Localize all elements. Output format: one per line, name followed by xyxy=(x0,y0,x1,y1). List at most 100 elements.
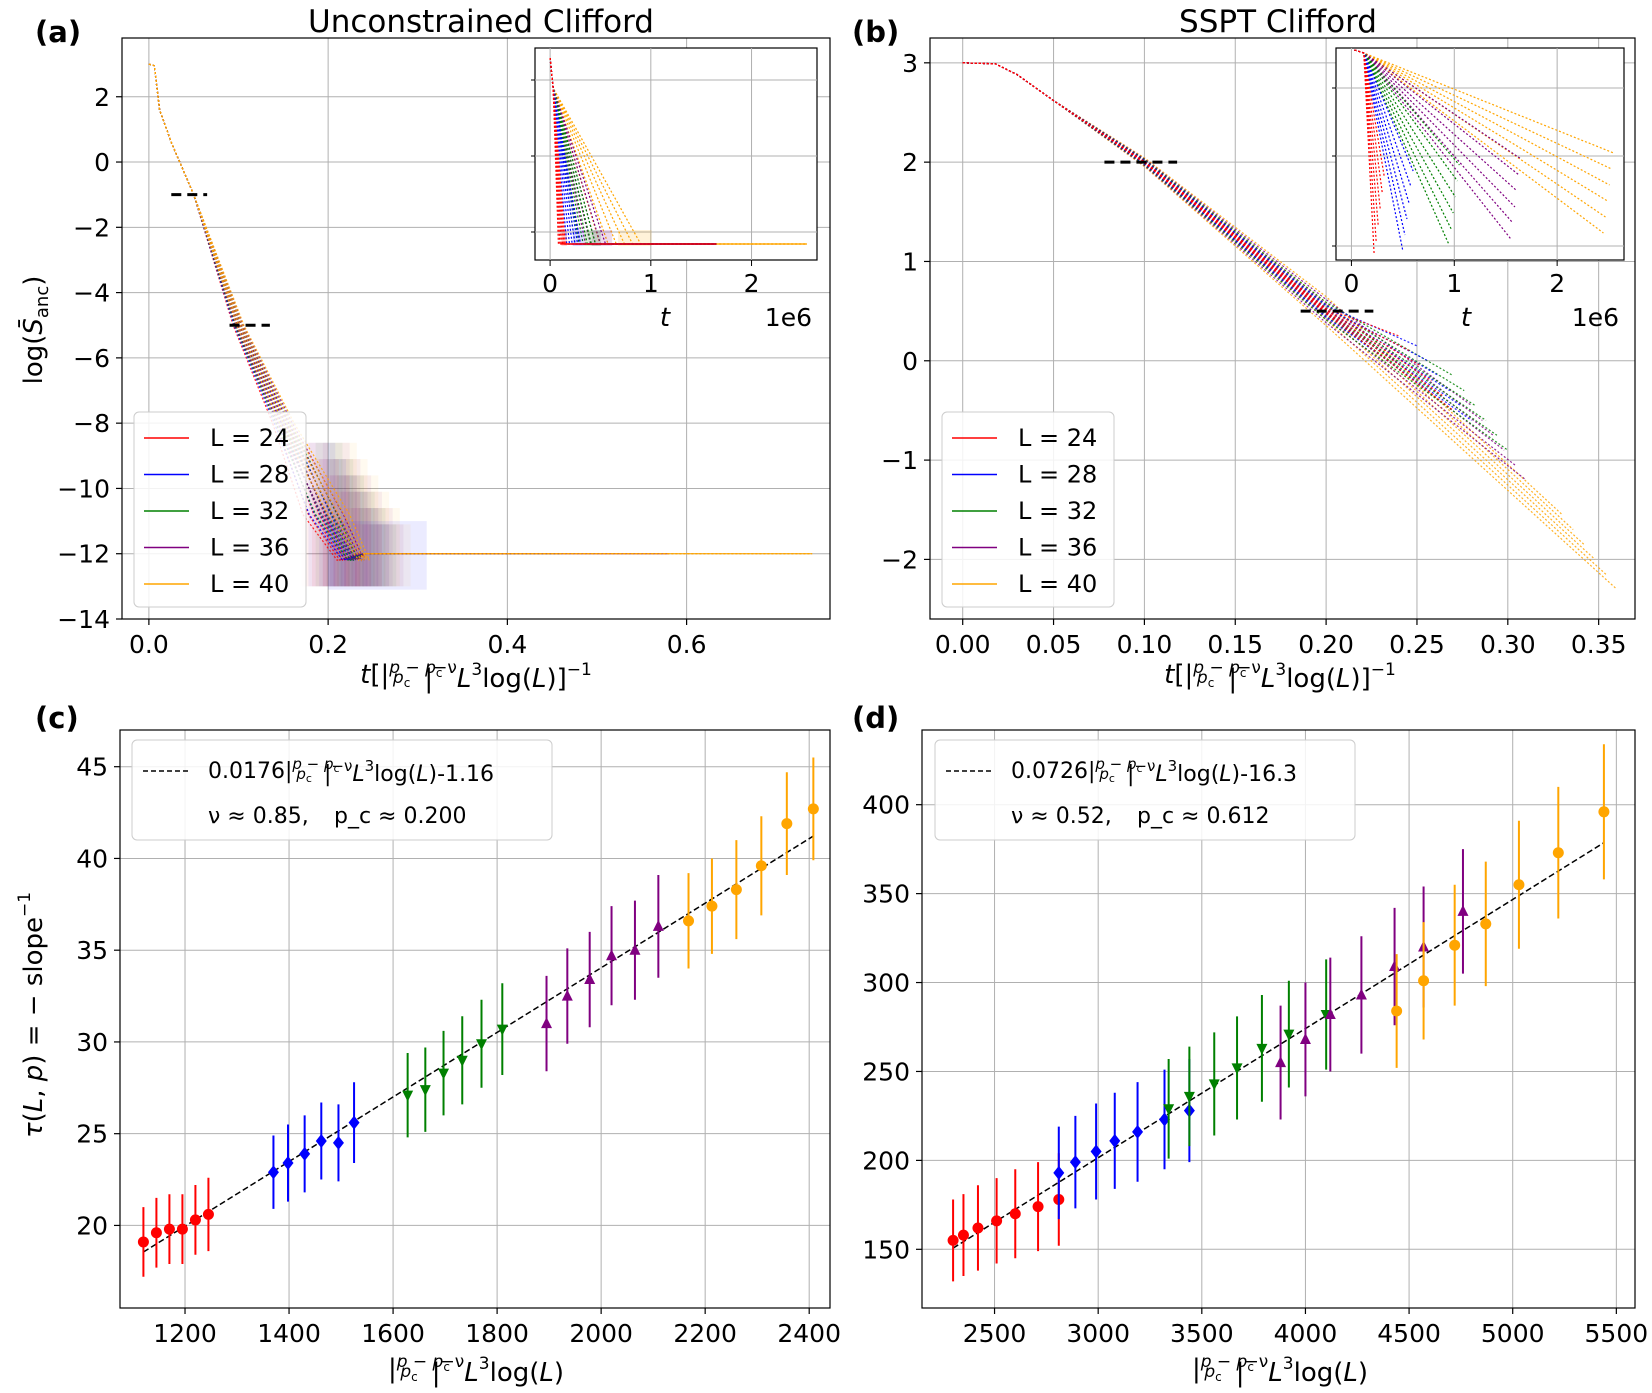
data-point xyxy=(1163,1104,1175,1116)
inset-exponent: 1e6 xyxy=(1572,303,1619,332)
x-tick-label: 3000 xyxy=(1066,1319,1130,1348)
legend-label: L = 36 xyxy=(210,534,289,562)
series-curve xyxy=(148,63,669,561)
y-tick-label: 300 xyxy=(862,969,910,998)
y-tick-label: −1 xyxy=(881,446,918,475)
x-tick-label: 0.6 xyxy=(667,630,707,659)
data-point xyxy=(150,1227,162,1239)
data-point xyxy=(282,1156,294,1171)
panel-label-d: (d) xyxy=(852,701,899,735)
inset-tick-label: 0 xyxy=(1343,269,1359,298)
data-point xyxy=(561,989,573,1001)
fit-line xyxy=(952,842,1605,1249)
data-point xyxy=(947,1234,959,1246)
data-point xyxy=(1598,806,1610,818)
data-point xyxy=(315,1134,327,1149)
inset-exponent: 1e6 xyxy=(765,303,812,332)
data-point xyxy=(476,1039,488,1051)
uncertainty-band xyxy=(351,508,379,587)
data-point xyxy=(807,803,819,815)
uncertainty-band xyxy=(376,524,404,587)
x-tick-label: 1200 xyxy=(153,1319,217,1348)
data-point xyxy=(683,915,695,927)
uncertainty-band xyxy=(340,491,368,587)
x-tick-label: 5500 xyxy=(1585,1319,1649,1348)
panel-a-frame xyxy=(121,37,831,620)
x-tick-label: 4500 xyxy=(1377,1319,1441,1348)
panel-d-points xyxy=(947,744,1610,1282)
x-tick-label: 2400 xyxy=(777,1319,841,1348)
panel-c-points xyxy=(137,757,819,1277)
uncertainty-band xyxy=(358,508,386,587)
inset-band xyxy=(618,230,652,246)
series-curve xyxy=(148,63,813,561)
panel-b-frame xyxy=(929,37,1636,620)
data-point xyxy=(1513,879,1525,891)
series-curve xyxy=(148,63,517,561)
inset-curve xyxy=(549,57,717,245)
data-point xyxy=(755,860,767,872)
series-curve xyxy=(962,62,1400,337)
data-point xyxy=(957,1229,969,1241)
y-tick-label: 350 xyxy=(862,880,910,909)
panel-c-params-nu: ν ≈ 0.85, xyxy=(208,804,309,829)
panel-c-legend-box xyxy=(131,739,553,841)
panel-a-ticks: 0.0 0.2 0.4 0.6 2 0 −2 −4 −6 −8 −10 −12 −14 xyxy=(57,83,706,659)
panel-c-params-pc: p_c ≈ 0.200 xyxy=(334,804,466,829)
x-tick-label: 5000 xyxy=(1481,1319,1545,1348)
inset-curve xyxy=(549,57,717,245)
legend-label: L = 32 xyxy=(1018,497,1097,525)
data-point xyxy=(584,973,596,985)
uncertainty-band xyxy=(344,475,372,587)
x-tick-label: 1800 xyxy=(465,1319,529,1348)
y-tick-label: 0 xyxy=(94,148,110,177)
data-point xyxy=(730,884,742,896)
data-point xyxy=(652,919,664,931)
fit-line xyxy=(143,834,815,1253)
data-point xyxy=(1275,1056,1287,1068)
panel-c-ylabel: τ(L, p) = − slope−1 xyxy=(15,892,49,1138)
y-tick-label: 2 xyxy=(94,83,110,112)
data-point xyxy=(629,943,641,955)
inset-curve xyxy=(1354,49,1375,254)
inset-curve xyxy=(549,57,717,245)
y-tick-label: 25 xyxy=(76,1120,108,1149)
data-point xyxy=(1132,1124,1144,1139)
panel-d-params-pc: p_c ≈ 0.612 xyxy=(1137,804,1269,829)
data-point xyxy=(299,1146,311,1161)
inset-curve xyxy=(549,57,717,245)
uncertainty-band xyxy=(365,508,393,587)
y-tick-label: −2 xyxy=(73,213,110,242)
data-point xyxy=(1480,918,1492,930)
panel-a-title: Unconstrained Clifford xyxy=(308,4,654,40)
data-point xyxy=(991,1215,1003,1227)
series-curve xyxy=(148,63,562,561)
y-tick-label: −12 xyxy=(57,540,110,569)
panel-a-curves xyxy=(148,63,813,590)
data-point xyxy=(438,1068,450,1080)
data-point xyxy=(606,949,618,961)
data-point xyxy=(1183,1091,1195,1103)
y-tick-label: 400 xyxy=(862,791,910,820)
panel-a-inset: 0 1 2 t 1e6 xyxy=(531,47,818,333)
panel-b-ticks: 0.00 0.05 0.10 0.15 0.20 0.25 0.30 0.35 3 2 1 0 −1 −2 xyxy=(881,49,1626,659)
data-point xyxy=(202,1208,214,1220)
panel-c-xlabel: |p − pc pc |−νL3log(L) xyxy=(388,1352,564,1388)
panel-label-b: (b) xyxy=(852,15,899,49)
inset-tick-label: 2 xyxy=(744,269,760,298)
x-tick-label: 0.35 xyxy=(1571,630,1627,659)
data-point xyxy=(1389,960,1401,972)
data-point xyxy=(972,1222,984,1234)
y-tick-label: 3 xyxy=(902,49,918,78)
panel-b-legend: L = 24 L = 28 L = 32 L = 36 L = 40 xyxy=(941,411,1115,608)
uncertainty-band xyxy=(362,524,390,587)
y-tick-label: 35 xyxy=(76,936,108,965)
panel-b: (b) SSPT Clifford 0.00 0.05 0.10 0.15 0.20 0.… xyxy=(852,4,1636,694)
y-tick-label: 1 xyxy=(902,247,918,276)
legend-label: L = 32 xyxy=(210,497,289,525)
series-curve xyxy=(148,63,669,562)
y-tick-label: −2 xyxy=(881,545,918,574)
legend-label: L = 36 xyxy=(1018,534,1097,562)
y-tick-label: 2 xyxy=(902,148,918,177)
y-tick-label: −10 xyxy=(57,474,110,503)
